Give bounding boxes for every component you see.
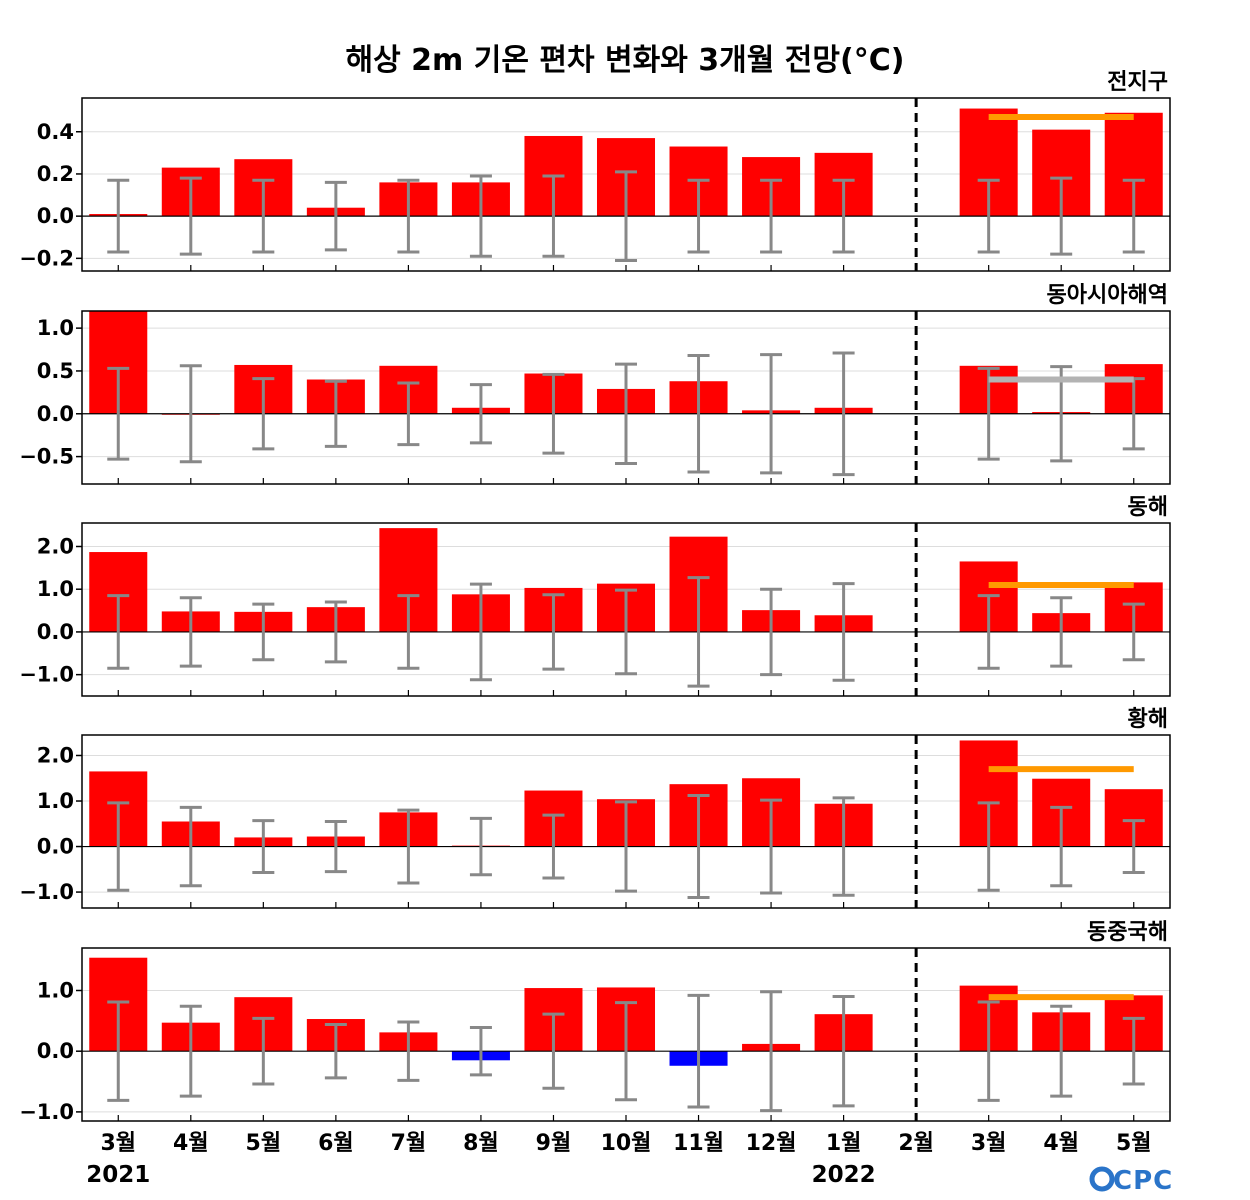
panel-1: 전지구 0.4 0.2 0.0 −0.2: [19, 70, 1171, 272]
year-label: 2021: [86, 1162, 150, 1188]
panel-title: 동아시아해역: [1047, 283, 1168, 308]
y-tick-label: 0.0: [37, 204, 74, 228]
y-tick-label: 0.0: [37, 1039, 74, 1063]
y-tick-label: −0.2: [19, 246, 74, 270]
panel-title: 황해: [1128, 707, 1168, 732]
panel-frame: [81, 310, 1171, 485]
panel-2: 동아시아해역 1.0 0.5 0.0 −0.5: [19, 283, 1171, 485]
x-tick-label: 4월: [173, 1131, 209, 1156]
y-tick-label: −1.0: [19, 880, 74, 904]
cpc-logo: CPC: [1089, 1166, 1173, 1196]
panel-5: 동중국해 1.0 0.0 −1.0: [19, 920, 1171, 1124]
x-tick-label: 5월: [246, 1131, 282, 1156]
y-tick-label: −0.5: [19, 445, 74, 469]
x-tick-label: 4월: [1043, 1131, 1079, 1156]
panel-title: 동중국해: [1087, 920, 1168, 945]
chart-panels: 전지구 0.4 0.2 0.0 −0.2 동아시아해역 1.0 0.5 0.0 −0.5 동해 2.0…: [19, 70, 1171, 1124]
year-label: 2022: [812, 1162, 876, 1188]
panel-frame: [81, 947, 1171, 1122]
y-tick-label: 0.0: [37, 835, 74, 859]
y-tick-label: 0.5: [37, 359, 74, 383]
y-tick-label: 2.0: [37, 743, 74, 767]
chart-title: 해상 2m 기온 편차 변화와 3개월 전망(°C): [346, 43, 905, 78]
y-tick-label: 1.0: [37, 577, 74, 601]
panel-title: 동해: [1128, 495, 1168, 520]
x-tick-label: 2월: [898, 1131, 934, 1156]
y-tick-label: 1.0: [37, 789, 74, 813]
panel-4: 황해 2.0 1.0 0.0 −1.0: [19, 707, 1171, 909]
panel-3: 동해 2.0 1.0 0.0 −1.0: [19, 495, 1171, 697]
y-tick-label: 1.0: [37, 316, 74, 340]
panel-frame: [81, 734, 1171, 909]
x-tick-label: 1월: [826, 1131, 862, 1156]
x-tick-label: 8월: [463, 1131, 499, 1156]
y-tick-label: 0.0: [37, 620, 74, 644]
cpc-logo-text: CPC: [1113, 1166, 1173, 1196]
x-tick-label: 5월: [1116, 1131, 1152, 1156]
x-tick-label: 7월: [391, 1131, 427, 1156]
panel-frame: [81, 97, 1171, 272]
y-tick-label: 2.0: [37, 534, 74, 558]
x-tick-label: 3월: [971, 1131, 1007, 1156]
x-tick-label: 6월: [318, 1131, 354, 1156]
x-tick-label: 10월: [601, 1131, 652, 1156]
x-tick-label: 11월: [673, 1131, 724, 1156]
y-tick-label: 0.4: [37, 120, 74, 144]
x-tick-label: 9월: [536, 1131, 572, 1156]
y-tick-label: 1.0: [37, 978, 74, 1002]
panel-title: 전지구: [1107, 70, 1168, 95]
x-axis-labels: 3월 4월 5월 6월 7월 8월 9월 10월 11월 12월 1월 2월 3월 4월 5월 2021 202…: [86, 1131, 1151, 1188]
y-tick-label: 0.2: [37, 162, 74, 186]
x-tick-label: 12월: [746, 1131, 797, 1156]
cpc-logo-circle-icon: [1089, 1166, 1115, 1192]
y-tick-label: −1.0: [19, 663, 74, 687]
y-tick-label: −1.0: [19, 1100, 74, 1124]
x-tick-label: 3월: [100, 1131, 136, 1156]
panel-frame: [81, 522, 1171, 697]
y-tick-label: 0.0: [37, 402, 74, 426]
